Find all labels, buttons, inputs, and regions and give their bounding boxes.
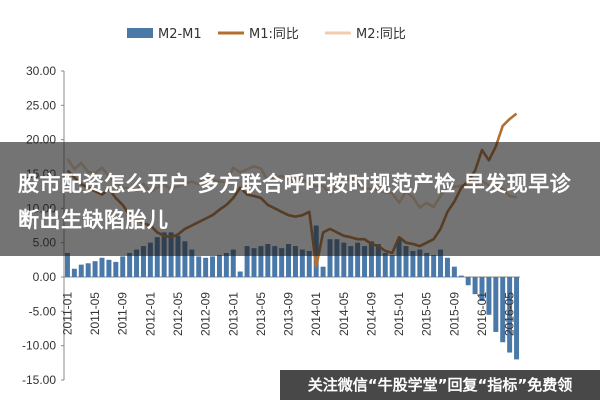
y-tick-label: -10.00 xyxy=(22,339,56,353)
bar-m2-m1 xyxy=(410,250,416,277)
bar-m2-m1 xyxy=(507,277,513,353)
bar-m2-m1 xyxy=(458,275,464,277)
bar-m2-m1 xyxy=(92,261,98,277)
bar-m2-m1 xyxy=(362,246,368,277)
bar-m2-m1 xyxy=(355,242,361,277)
bar-m2-m1 xyxy=(210,256,216,277)
x-tick-label: 2014-05 xyxy=(337,292,351,336)
bar-m2-m1 xyxy=(424,252,430,277)
bar-m2-m1 xyxy=(368,241,374,277)
bar-m2-m1 xyxy=(382,252,388,277)
bar-m2-m1 xyxy=(258,246,264,277)
y-tick-label: 0.00 xyxy=(33,270,57,284)
legend-label: M1:同比 xyxy=(249,27,299,42)
bar-m2-m1 xyxy=(120,256,126,277)
bar-m2-m1 xyxy=(265,244,271,277)
y-tick-label: 25.00 xyxy=(26,98,56,112)
x-tick-label: 2015-05 xyxy=(420,292,434,336)
x-tick-label: 2014-09 xyxy=(364,292,378,336)
bar-m2-m1 xyxy=(279,248,285,277)
headline-banner: 股市配资怎么开户 多方联合呼吁按时规范产检 早发现早诊断出生缺陷胎儿 xyxy=(0,142,600,256)
bar-m2-m1 xyxy=(175,235,181,277)
bar-m2-m1 xyxy=(431,255,437,277)
legend-swatch xyxy=(127,28,153,38)
x-tick-label: 2015-01 xyxy=(392,292,406,336)
x-tick-label: 2012-09 xyxy=(199,292,213,336)
x-tick-label: 2013-01 xyxy=(226,292,240,336)
bar-m2-m1 xyxy=(403,246,409,277)
legend-item: M2:同比 xyxy=(325,27,406,42)
bar-m2-m1 xyxy=(465,277,471,286)
bar-m2-m1 xyxy=(320,266,326,277)
y-tick-label: -5.00 xyxy=(29,304,57,318)
bar-m2-m1 xyxy=(486,277,492,315)
bar-m2-m1 xyxy=(196,256,202,277)
bar-m2-m1 xyxy=(147,242,153,277)
bar-m2-m1 xyxy=(438,249,444,277)
bar-m2-m1 xyxy=(230,249,236,277)
x-tick-label: 2016-05 xyxy=(503,292,517,336)
y-tick-label: 30.00 xyxy=(26,64,56,78)
bar-m2-m1 xyxy=(189,249,195,277)
bar-m2-m1 xyxy=(472,277,478,295)
x-tick-label: 2012-01 xyxy=(143,292,157,336)
legend-label: M2-M1 xyxy=(158,27,202,42)
bar-m2-m1 xyxy=(182,241,188,277)
bar-m2-m1 xyxy=(251,248,257,277)
x-tick-label: 2011-09 xyxy=(116,292,130,335)
bar-m2-m1 xyxy=(154,237,160,277)
bar-m2-m1 xyxy=(396,239,402,277)
bar-m2-m1 xyxy=(106,259,112,277)
bar-m2-m1 xyxy=(375,244,381,277)
bar-m2-m1 xyxy=(479,277,485,302)
bar-m2-m1 xyxy=(299,249,305,277)
bar-m2-m1 xyxy=(78,264,84,277)
bar-m2-m1 xyxy=(134,249,140,277)
bar-m2-m1 xyxy=(451,266,457,277)
bar-m2-m1 xyxy=(514,277,520,360)
bar-m2-m1 xyxy=(306,250,312,277)
x-tick-label: 2016-01 xyxy=(475,292,489,336)
bar-m2-m1 xyxy=(71,268,77,277)
bar-m2-m1 xyxy=(223,252,229,277)
bar-m2-m1 xyxy=(348,246,354,277)
bar-m2-m1 xyxy=(389,255,395,277)
bar-m2-m1 xyxy=(99,257,105,277)
bar-m2-m1 xyxy=(444,257,450,277)
bar-m2-m1 xyxy=(327,239,333,277)
bar-m2-m1 xyxy=(244,246,250,277)
x-tick-label: 2013-05 xyxy=(254,292,268,336)
x-tick-label: 2011-01 xyxy=(60,292,74,335)
bar-m2-m1 xyxy=(237,271,243,277)
bar-m2-m1 xyxy=(216,255,222,277)
bar-m2-m1 xyxy=(140,246,146,277)
legend-item: M1:同比 xyxy=(218,27,299,42)
x-tick-label: 2012-05 xyxy=(171,292,185,336)
bar-m2-m1 xyxy=(417,249,423,277)
x-tick-label: 2014-01 xyxy=(309,292,323,336)
bar-m2-m1 xyxy=(203,257,209,277)
x-tick-label: 2011-05 xyxy=(88,292,102,335)
headline-text: 股市配资怎么开户 多方联合呼吁按时规范产检 早发现早诊断出生缺陷胎儿 xyxy=(18,172,572,232)
watermark-banner: 关注微信“牛股学堂”回复“指标”免费领 xyxy=(280,370,600,400)
bar-m2-m1 xyxy=(292,246,298,277)
bar-m2-m1 xyxy=(500,277,506,343)
bar-m2-m1 xyxy=(286,244,292,277)
bar-m2-m1 xyxy=(272,246,278,277)
x-tick-label: 2013-09 xyxy=(282,292,296,336)
bar-m2-m1 xyxy=(127,252,133,277)
bar-m2-m1 xyxy=(85,263,91,277)
y-tick-label: -15.00 xyxy=(22,373,56,387)
legend-item: M2-M1 xyxy=(127,27,202,42)
bar-m2-m1 xyxy=(341,242,347,277)
bar-m2-m1 xyxy=(334,239,340,277)
watermark-text: 关注微信“牛股学堂”回复“指标”免费领 xyxy=(307,376,573,394)
x-tick-label: 2015-09 xyxy=(447,292,461,336)
bar-m2-m1 xyxy=(64,252,70,277)
bar-m2-m1 xyxy=(493,277,499,332)
bar-m2-m1 xyxy=(113,261,119,277)
legend-label: M2:同比 xyxy=(356,27,406,42)
